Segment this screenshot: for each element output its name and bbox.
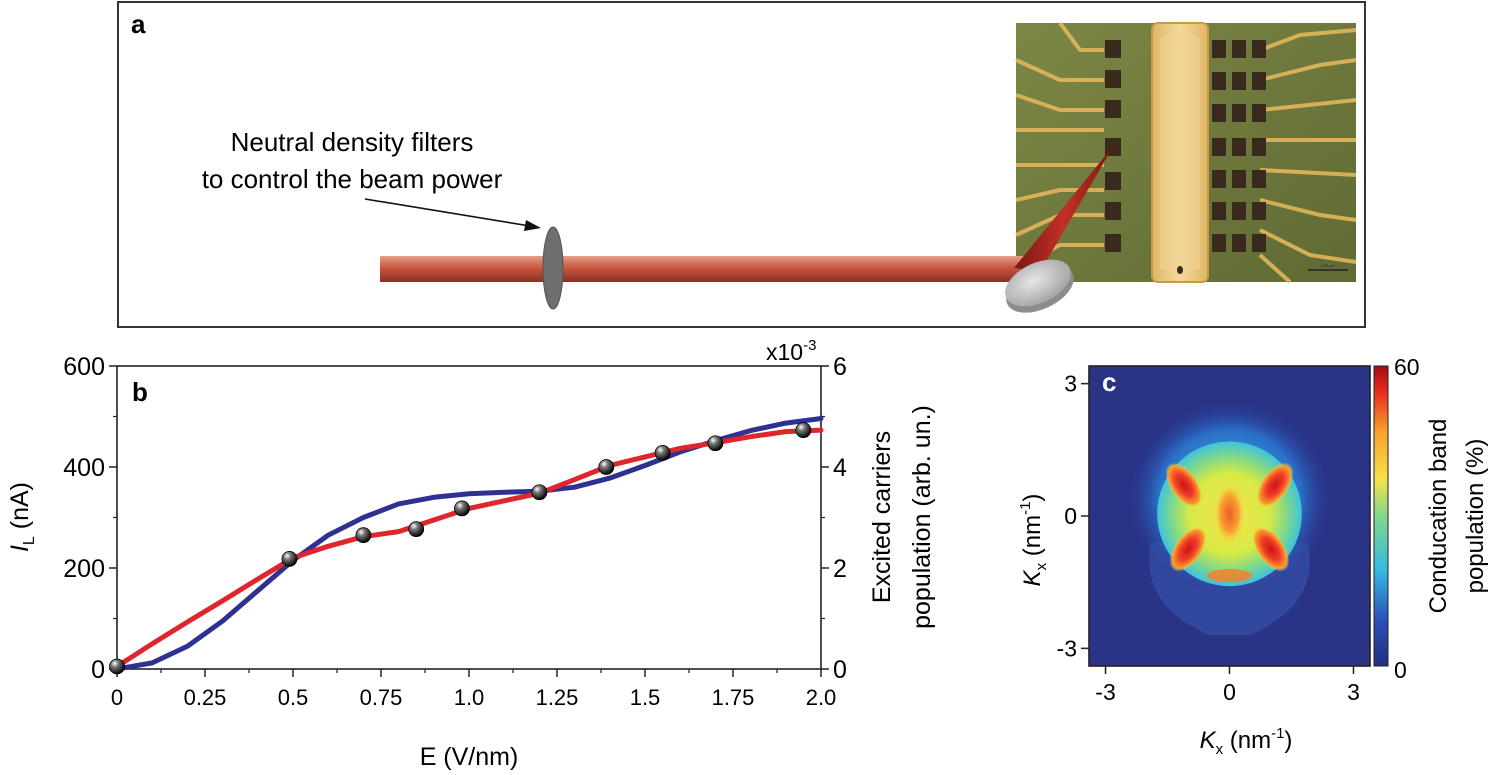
annotation-line-1: Neutral density filters: [231, 127, 474, 157]
y2-tick-label: 2: [833, 555, 847, 583]
chart-b-y2label-line1: Excited carriers: [868, 431, 896, 603]
bottom-arc: [1206, 568, 1253, 583]
panel-a-label: a: [131, 9, 146, 39]
colorbar-tick-min: 0: [1394, 657, 1407, 683]
x-tick-label: 1.25: [536, 685, 579, 710]
x-tick-label: 0.5: [278, 685, 309, 710]
data-point: [408, 521, 425, 538]
y2-tick-label: 6: [833, 353, 847, 381]
annotation-line-2: to control the beam power: [202, 164, 503, 194]
y-tick-label: 600: [63, 353, 105, 381]
upper-left-hotspot: [1165, 462, 1203, 508]
data-point: [654, 444, 671, 461]
chart-c-panel-label: c: [1102, 367, 1116, 397]
scale-bar-label: 100 µm: [1321, 263, 1335, 268]
x-tick-label: 2.0: [806, 685, 837, 710]
lower-left-hotspot: [1169, 526, 1207, 572]
lower-right-hotspot: [1252, 526, 1290, 572]
c-y-tick-label: -3: [1057, 635, 1077, 661]
c-y-tick-label: 3: [1064, 371, 1077, 397]
x-tick-label: 0.25: [184, 685, 227, 710]
c-x-tick-label: 3: [1347, 679, 1360, 705]
laser-beam: [380, 256, 1040, 282]
data-point: [281, 551, 298, 567]
chart-b-ylabel: IL (nA): [6, 482, 38, 552]
x-tick-label: 1.75: [712, 685, 755, 710]
c-y-tick-label: 0: [1064, 503, 1077, 529]
chart-b-y2-multiplier: x10-3: [766, 337, 816, 365]
y2-tick-label: 0: [833, 656, 847, 684]
center-peak: [1213, 482, 1246, 545]
annotation-arrow: [364, 198, 531, 227]
chart-b-xlabel: E (V/nm): [420, 743, 519, 771]
mirror: [1005, 259, 1074, 313]
data-point: [795, 422, 812, 439]
colorbar-label-line2: population (%): [1462, 439, 1489, 594]
upper-right-hotspot: [1256, 462, 1294, 508]
data-point: [707, 435, 724, 452]
focused-beam-cone: [1014, 145, 1114, 272]
data-point: [598, 459, 615, 475]
colorbar-tick-max: 60: [1394, 354, 1420, 380]
y-tick-label: 0: [91, 656, 105, 684]
x-tick-label: 1.0: [454, 685, 485, 710]
data-point: [454, 500, 470, 517]
nd-filter: [542, 226, 564, 310]
chart-c-ylabel: Kx (nm-1): [1017, 494, 1050, 587]
colorbar: [1373, 365, 1389, 667]
data-point: [531, 484, 548, 501]
x-tick-label: 0: [111, 685, 123, 710]
y-tick-label: 200: [63, 555, 105, 583]
annotation-arrowhead: [524, 220, 541, 231]
colorbar-label-line1: Conducation band: [1425, 419, 1452, 614]
chart-c-xlabel: Kx (nm-1): [1200, 725, 1293, 758]
c-x-tick-label: -3: [1095, 679, 1115, 705]
data-point: [109, 658, 125, 675]
y-tick-label: 400: [63, 454, 105, 482]
data-point: [355, 527, 372, 544]
x-tick-label: 0.75: [360, 685, 403, 710]
y2-tick-label: 4: [833, 454, 847, 482]
chart-b-y2label-line2: population (arb. un.): [908, 405, 936, 629]
chart-b-panel-label: b: [132, 377, 148, 407]
c-x-tick-label: 0: [1223, 679, 1236, 705]
heatmap-area: [1089, 366, 1370, 666]
x-tick-label: 1.5: [630, 685, 661, 710]
